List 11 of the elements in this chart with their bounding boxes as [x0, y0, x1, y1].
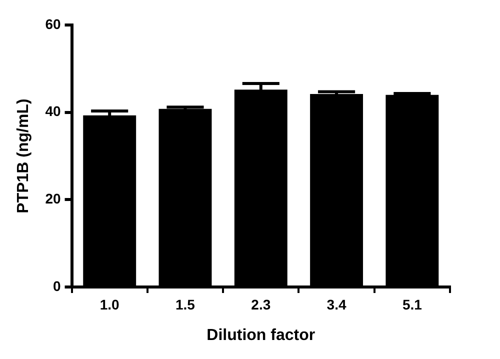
x-tick-label: 2.3 — [251, 296, 271, 312]
x-tick-label: 5.1 — [402, 296, 422, 312]
y-tick-label: 0 — [52, 278, 61, 294]
y-tick-label: 20 — [45, 190, 61, 207]
y-axis-title: PTP1B (ng/mL) — [15, 98, 32, 214]
y-tick-label: 40 — [45, 103, 61, 120]
x-axis-title: Dilution factor — [206, 326, 316, 344]
x-tick-label: 3.4 — [326, 296, 346, 312]
x-tick-label: 1.5 — [176, 296, 196, 312]
y-tick-label: 60 — [45, 16, 61, 32]
x-tick-label: 1.0 — [100, 296, 120, 312]
